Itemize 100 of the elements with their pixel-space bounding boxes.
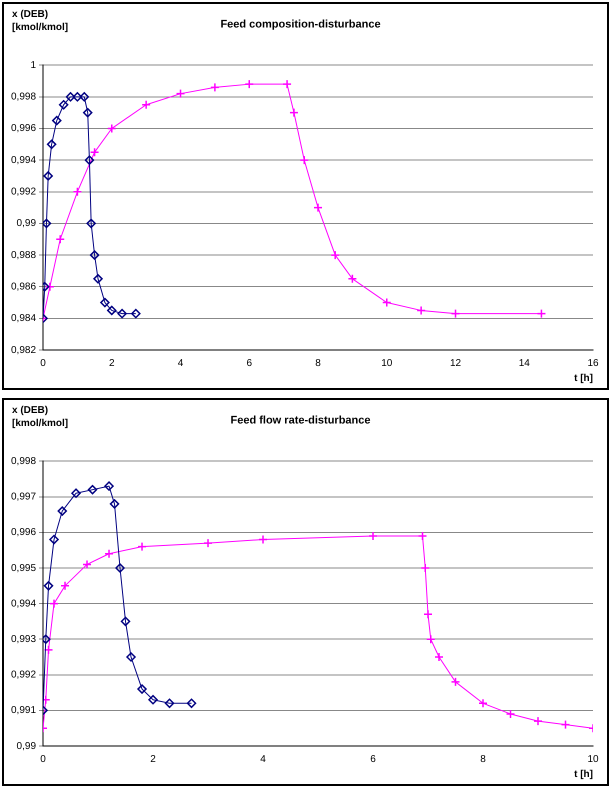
- point: [210, 82, 220, 92]
- x-tick-label: 0: [40, 358, 46, 369]
- y-tick-label: 0,992: [10, 186, 36, 198]
- x-axis-title: t [h]: [574, 372, 593, 384]
- point: [104, 481, 114, 491]
- point: [82, 560, 92, 570]
- y-tick-label: 0,993: [10, 634, 36, 645]
- point: [330, 250, 340, 260]
- y-axis-title: x (DEB) [kmol/kmol]: [12, 404, 70, 430]
- point: [82, 108, 92, 118]
- point: [186, 698, 196, 708]
- x-tick-label: 6: [246, 358, 252, 369]
- x-tick-label: 12: [450, 358, 462, 369]
- point: [80, 92, 90, 102]
- x-tick-label: 2: [108, 358, 115, 369]
- point: [418, 531, 428, 541]
- y-tick-label: 0,995: [10, 562, 36, 574]
- point: [478, 698, 488, 708]
- point: [176, 88, 186, 98]
- point: [533, 716, 543, 726]
- point: [148, 694, 158, 704]
- point: [60, 581, 70, 591]
- x-tick-label: 0: [40, 754, 46, 765]
- x-tick-label: 16: [587, 358, 599, 369]
- point: [244, 79, 254, 89]
- point: [282, 79, 292, 89]
- y-tick-label: 0,986: [10, 281, 36, 292]
- point: [450, 308, 460, 318]
- y-tick-label: 0,982: [10, 344, 36, 356]
- y-axis-title: x (DEB) [kmol/kmol]: [12, 8, 70, 34]
- x-tick-label: 6: [370, 754, 376, 765]
- point: [90, 147, 100, 157]
- y-tick-label: 0,992: [10, 670, 36, 681]
- point: [300, 155, 310, 165]
- x-tick-label: 4: [178, 358, 184, 369]
- y-tick-label: 0,998: [10, 92, 36, 103]
- point: [420, 563, 430, 573]
- y-tick-label: 0,984: [10, 313, 36, 324]
- point: [55, 234, 65, 244]
- point: [46, 140, 56, 150]
- x-tick-label: 8: [315, 358, 322, 369]
- y-tick-label: 0,997: [10, 492, 36, 503]
- x-tick-label: 2: [150, 754, 156, 765]
- point: [120, 616, 130, 626]
- point: [100, 298, 110, 308]
- point: [107, 306, 117, 316]
- point: [426, 634, 436, 644]
- point: [560, 720, 570, 730]
- point: [368, 531, 378, 541]
- point: [434, 652, 444, 662]
- point: [43, 218, 52, 228]
- x-tick-label: 14: [518, 358, 530, 369]
- y-tick-label: 0,994: [10, 154, 36, 166]
- point: [423, 610, 433, 620]
- point: [45, 282, 55, 292]
- point: [141, 100, 151, 110]
- y-tick-label: 0,996: [10, 123, 36, 134]
- x-axis-title: t [h]: [574, 768, 593, 780]
- point: [131, 308, 141, 318]
- point: [88, 484, 98, 494]
- point: [450, 677, 460, 687]
- x-tick-label: 10: [587, 754, 599, 765]
- point: [93, 274, 103, 284]
- point: [86, 218, 96, 228]
- y-tick-label: 0,996: [10, 527, 36, 538]
- point: [44, 581, 54, 591]
- point: [107, 124, 117, 134]
- point: [126, 652, 136, 662]
- point: [382, 298, 392, 308]
- y-tick-label: 0,99: [16, 218, 36, 230]
- point: [416, 306, 426, 316]
- point: [71, 488, 81, 498]
- point: [289, 108, 299, 118]
- x-tick-label: 10: [381, 358, 393, 369]
- point: [66, 92, 76, 102]
- point: [72, 92, 82, 102]
- y-tick-label: 1: [30, 60, 36, 71]
- point: [117, 308, 127, 318]
- point: [115, 563, 125, 573]
- point: [258, 534, 268, 544]
- point: [137, 542, 147, 552]
- point: [506, 709, 516, 719]
- point: [164, 698, 174, 708]
- y-tick-label: 0,998: [10, 456, 36, 467]
- point: [58, 100, 68, 110]
- point: [84, 155, 94, 165]
- point: [203, 538, 213, 548]
- y-tick-label: 0,988: [10, 250, 36, 261]
- point: [49, 598, 59, 608]
- point: [137, 684, 147, 694]
- point: [110, 499, 120, 509]
- y-tick-label: 0,994: [10, 598, 36, 610]
- point: [72, 187, 82, 197]
- point: [58, 506, 68, 516]
- point: [49, 534, 59, 544]
- point: [44, 645, 54, 655]
- chart-title: Feed composition-disturbance: [220, 18, 381, 31]
- y-tick-label: 0,991: [10, 705, 36, 716]
- point: [536, 308, 546, 318]
- x-tick-label: 4: [260, 754, 266, 765]
